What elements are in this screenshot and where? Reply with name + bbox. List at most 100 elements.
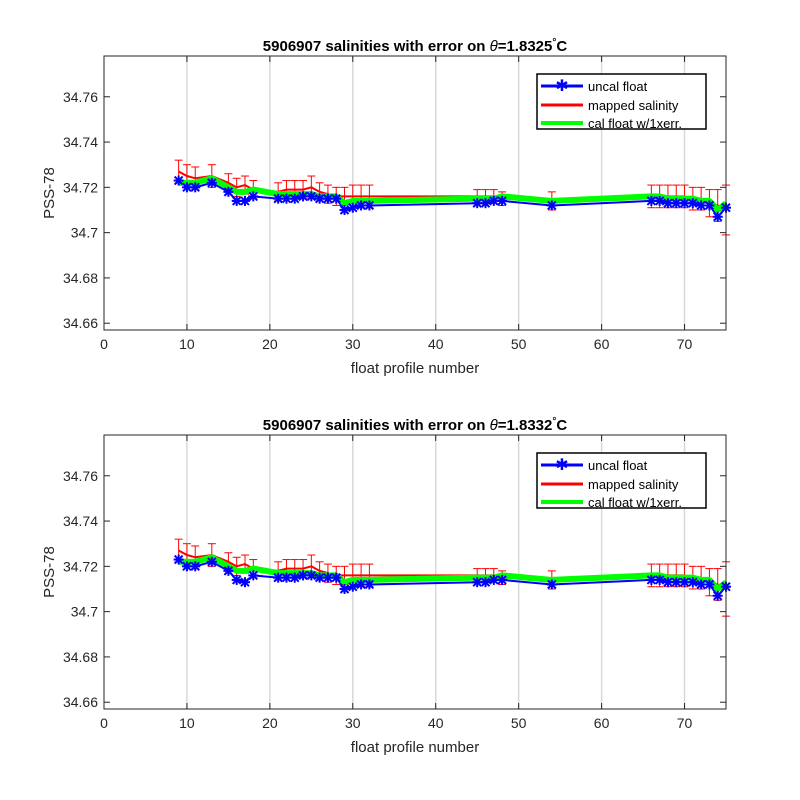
x-tick-label: 70	[677, 336, 693, 352]
data-point-uncal-float	[231, 574, 242, 585]
x-tick-label: 30	[345, 336, 361, 352]
y-tick-label: 34.7	[71, 604, 98, 620]
data-point-uncal-float	[712, 590, 723, 601]
data-point-uncal-float	[364, 200, 375, 211]
x-tick-label: 10	[179, 336, 195, 352]
data-point-uncal-float	[289, 193, 300, 204]
data-point-uncal-float	[248, 191, 259, 202]
y-axis-label: PSS-78	[41, 546, 58, 598]
data-point-uncal-float	[696, 200, 707, 211]
chart-panel-1: 5906907 salinities with error on θ=1.832…	[41, 37, 731, 377]
data-point-uncal-float	[712, 211, 723, 222]
data-point-uncal-float	[356, 579, 367, 590]
x-tick-label: 50	[511, 715, 527, 731]
data-point-uncal-float	[687, 577, 698, 588]
data-point-uncal-float	[306, 570, 317, 581]
data-point-uncal-float	[704, 579, 715, 590]
data-point-uncal-float	[704, 200, 715, 211]
data-point-uncal-float	[347, 202, 358, 213]
x-tick-label: 40	[428, 336, 444, 352]
legend-asterisk-uncal-float: ✱	[555, 78, 568, 95]
legend-label-uncal-float: uncal float	[588, 79, 648, 94]
data-point-uncal-float	[472, 577, 483, 588]
x-tick-label: 70	[677, 715, 693, 731]
legend-box	[536, 73, 707, 130]
x-tick-label: 20	[262, 336, 278, 352]
legend-label-mapped-salinity: mapped salinity	[588, 98, 679, 113]
data-point-uncal-float	[347, 581, 358, 592]
data-point-uncal-float	[206, 556, 217, 567]
x-tick-label: 10	[179, 715, 195, 731]
legend-label-cal-float: cal float w/1xerr.	[588, 116, 682, 131]
axes-frame	[103, 434, 727, 710]
x-tick-label: 40	[428, 715, 444, 731]
data-point-uncal-float	[331, 193, 342, 204]
legend-label-uncal-float: uncal float	[588, 458, 648, 473]
legend-label-mapped-salinity: mapped salinity	[588, 477, 679, 492]
data-point-uncal-float	[546, 200, 557, 211]
axes-frame	[103, 55, 727, 331]
data-point-uncal-float	[339, 204, 350, 215]
y-tick-label: 34.68	[63, 270, 98, 286]
y-tick-label: 34.7	[71, 225, 98, 241]
data-point-uncal-float	[654, 574, 665, 585]
data-point-uncal-float	[488, 574, 499, 585]
data-point-uncal-float	[173, 554, 184, 565]
legend-asterisk-uncal-float: ✱	[555, 457, 568, 474]
series-line-cal-float	[178, 554, 728, 592]
data-point-uncal-float	[654, 195, 665, 206]
data-point-uncal-float	[239, 195, 250, 206]
data-point-uncal-float	[306, 191, 317, 202]
data-point-uncal-float	[546, 579, 557, 590]
x-tick-label: 60	[594, 715, 610, 731]
data-point-uncal-float	[480, 577, 491, 588]
data-point-uncal-float	[687, 198, 698, 209]
x-tick-label: 20	[262, 715, 278, 731]
data-point-uncal-float	[472, 198, 483, 209]
x-tick-label: 0	[100, 715, 108, 731]
data-point-uncal-float	[190, 182, 201, 193]
legend: ✱ uncal float mapped salinity cal float …	[536, 452, 707, 510]
x-tick-label: 50	[511, 336, 527, 352]
series-line-cal-float	[178, 175, 728, 213]
legend-label-cal-float: cal float w/1xerr.	[588, 495, 682, 510]
data-point-uncal-float	[298, 191, 309, 202]
data-point-uncal-float	[646, 574, 657, 585]
data-point-uncal-float	[364, 579, 375, 590]
y-tick-label: 34.76	[63, 89, 98, 105]
y-tick-label: 34.72	[63, 558, 98, 574]
x-tick-label: 30	[345, 715, 361, 731]
legend-box	[536, 452, 707, 509]
data-point-uncal-float	[339, 583, 350, 594]
data-point-uncal-float	[223, 186, 234, 197]
y-tick-label: 34.74	[63, 513, 98, 529]
data-point-uncal-float	[331, 572, 342, 583]
y-tick-label: 34.66	[63, 694, 98, 710]
data-point-uncal-float	[173, 175, 184, 186]
data-point-uncal-float	[206, 177, 217, 188]
x-axis-label: float profile number	[351, 360, 479, 377]
x-tick-label: 60	[594, 336, 610, 352]
y-tick-label: 34.66	[63, 315, 98, 331]
data-point-uncal-float	[696, 579, 707, 590]
y-tick-label: 34.74	[63, 134, 98, 150]
data-point-uncal-float	[497, 574, 508, 585]
data-point-uncal-float	[497, 195, 508, 206]
x-tick-label: 0	[100, 336, 108, 352]
data-point-uncal-float	[248, 570, 259, 581]
data-point-uncal-float	[289, 572, 300, 583]
y-axis-label: PSS-78	[41, 167, 58, 219]
data-point-uncal-float	[190, 561, 201, 572]
y-tick-label: 34.72	[63, 179, 98, 195]
data-point-uncal-float	[239, 577, 250, 588]
chart-title: 5906907 salinities with error on θ=1.832…	[263, 37, 568, 55]
chart-title: 5906907 salinities with error on θ=1.833…	[263, 416, 568, 434]
legend: ✱ uncal float mapped salinity cal float …	[536, 73, 707, 131]
data-point-uncal-float	[223, 565, 234, 576]
y-tick-label: 34.76	[63, 468, 98, 484]
chart-panel-2: 5906907 salinities with error on θ=1.833…	[41, 416, 731, 756]
y-tick-label: 34.68	[63, 649, 98, 665]
data-point-uncal-float	[679, 577, 690, 588]
x-axis-label: float profile number	[351, 739, 479, 756]
